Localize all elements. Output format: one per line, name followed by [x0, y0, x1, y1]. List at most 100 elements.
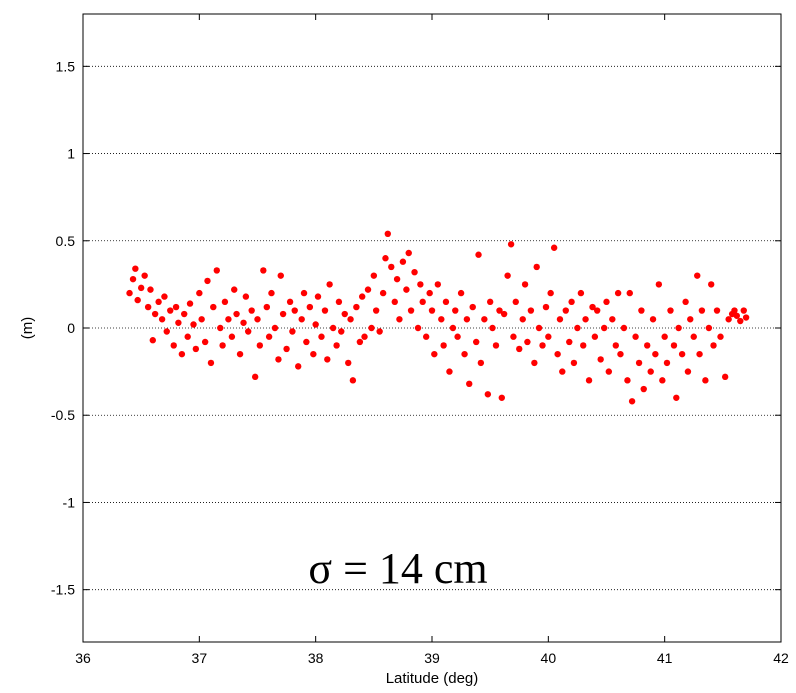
x-axis-label: Latitude (deg)	[386, 670, 479, 687]
data-point	[210, 303, 217, 311]
data-point	[516, 345, 523, 353]
data-point	[161, 293, 168, 300]
data-point	[175, 319, 182, 326]
data-point	[379, 289, 387, 297]
data-point	[359, 293, 366, 300]
y-tick-label: 0.5	[56, 233, 76, 249]
data-point	[670, 342, 678, 349]
data-point	[486, 298, 494, 306]
data-point	[614, 289, 622, 297]
data-point	[382, 255, 389, 262]
data-point	[597, 356, 604, 363]
data-point	[589, 303, 596, 311]
data-point	[318, 333, 325, 340]
data-point	[326, 281, 333, 288]
data-point	[500, 310, 508, 318]
data-point	[329, 324, 337, 332]
data-point	[192, 345, 200, 353]
x-tick-label: 39	[424, 650, 440, 666]
data-point	[341, 310, 348, 318]
data-point	[574, 324, 581, 332]
data-point	[217, 324, 224, 332]
data-point	[710, 342, 717, 349]
data-point	[277, 272, 284, 279]
data-point	[733, 312, 740, 319]
data-point	[163, 328, 170, 335]
data-point	[221, 298, 229, 306]
data-point	[690, 333, 697, 340]
data-point	[353, 303, 360, 311]
data-point	[186, 300, 194, 307]
data-point	[591, 333, 599, 340]
data-point	[438, 316, 445, 323]
data-point	[632, 333, 639, 340]
data-point	[663, 359, 671, 367]
data-point	[144, 303, 152, 311]
data-point	[466, 380, 473, 388]
data-point	[298, 316, 305, 323]
data-point	[542, 303, 550, 311]
data-point	[260, 267, 267, 274]
x-tick-label: 36	[75, 650, 91, 666]
x-tick-label: 42	[773, 650, 789, 666]
data-point	[740, 307, 747, 314]
y-tick-label: -0.5	[51, 407, 75, 423]
data-point	[533, 263, 540, 271]
x-tick-label: 37	[192, 650, 208, 666]
data-point	[196, 289, 203, 297]
data-point	[283, 345, 290, 353]
data-point	[742, 314, 750, 321]
data-point	[289, 328, 296, 335]
x-axis-ticks: 36 37 38 39 40 41 42	[75, 14, 789, 666]
data-point	[498, 394, 505, 401]
data-point	[659, 377, 666, 384]
data-point	[396, 316, 403, 323]
data-point	[422, 333, 430, 340]
data-point	[170, 342, 177, 349]
data-point	[696, 350, 703, 358]
data-point	[426, 289, 433, 297]
data-point	[705, 324, 713, 332]
data-point	[172, 303, 180, 311]
data-point	[271, 324, 279, 332]
data-point	[300, 289, 308, 297]
data-point	[566, 338, 573, 346]
data-point	[364, 286, 372, 293]
data-point	[678, 350, 686, 358]
data-point	[335, 298, 343, 306]
data-point	[605, 368, 613, 375]
data-point	[457, 289, 465, 297]
data-point	[391, 298, 398, 306]
data-point	[550, 244, 558, 251]
data-point	[461, 350, 468, 358]
data-point	[417, 281, 424, 288]
data-point	[384, 230, 391, 237]
data-point	[204, 277, 211, 285]
y-tick-label: 0	[67, 320, 75, 336]
data-point	[126, 289, 133, 297]
data-point	[600, 324, 608, 332]
data-point	[545, 333, 552, 340]
data-point	[481, 316, 488, 323]
data-point	[248, 307, 255, 314]
data-point	[291, 307, 298, 314]
data-point	[446, 368, 453, 375]
data-point	[585, 377, 593, 384]
data-point	[295, 363, 302, 370]
data-point	[407, 307, 415, 314]
data-point	[559, 368, 566, 375]
data-point	[279, 310, 287, 318]
data-point	[440, 342, 447, 349]
data-point	[324, 356, 331, 363]
y-tick-label: -1	[63, 494, 76, 510]
data-point	[628, 398, 636, 405]
data-point	[149, 337, 156, 344]
data-point	[510, 333, 517, 340]
data-point	[141, 272, 148, 279]
data-point	[240, 319, 247, 326]
data-point	[184, 333, 191, 340]
data-point	[504, 272, 511, 279]
data-point	[449, 324, 457, 332]
data-point	[617, 350, 624, 358]
data-point	[233, 310, 240, 318]
